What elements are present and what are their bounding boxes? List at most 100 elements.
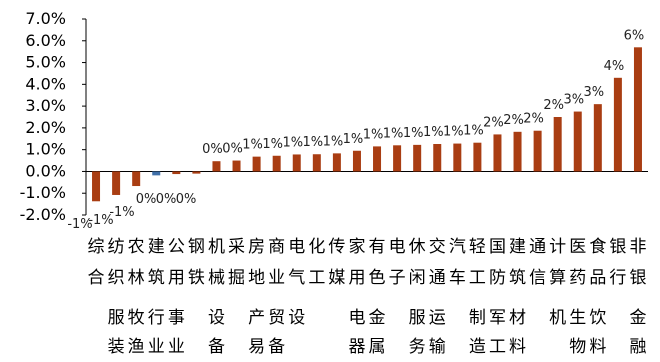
y-tick-label: 6.0% (25, 31, 66, 50)
x-tick-label: 备 (268, 337, 285, 357)
x-tick-label: 色 (369, 268, 386, 288)
x-tick-label: 掘 (228, 268, 245, 288)
data-label: 1% (343, 132, 364, 147)
x-tick-label: 军 (489, 308, 506, 328)
x-tick-label: 闲 (409, 268, 426, 288)
y-tick-label: -1.0% (20, 183, 66, 202)
y-axis: 7.0% 6.0% 5.0% 4.0% 3.0% 2.0% 1.0% 0.0% -1.0% -2.… (20, 9, 648, 224)
bar (613, 77, 622, 172)
x-tick-label: 气 (288, 268, 305, 288)
x-tick-label: 合 (88, 268, 105, 288)
x-tick-label: 用 (348, 268, 365, 288)
bar (252, 156, 261, 172)
bar (413, 144, 422, 172)
x-tick-label: 化 (308, 237, 325, 257)
x-tick-label: 筑 (148, 268, 165, 288)
x-tick-label: 业 (268, 268, 285, 288)
x-tick-label: 子 (389, 268, 406, 288)
x-tick-label: 通 (529, 237, 546, 257)
x-tick-label: 工 (308, 268, 325, 288)
x-tick-label: 农 (128, 237, 145, 257)
data-label: -1% (88, 213, 113, 228)
x-tick-label: 媒 (328, 268, 345, 288)
bar (212, 161, 221, 172)
bar (373, 146, 382, 172)
x-tick-label: 食 (589, 237, 606, 257)
data-label: 0% (222, 142, 243, 157)
data-label: -1% (109, 205, 134, 220)
x-tick-label: 易 (248, 337, 265, 357)
x-tick-label: 汽 (449, 237, 466, 257)
x-tick-label: 融 (629, 337, 646, 357)
data-label: 1% (463, 124, 484, 139)
bar (232, 160, 241, 172)
bar (533, 130, 542, 172)
x-tick-label: 铁 (188, 268, 205, 288)
x-tick-label: 银 (609, 237, 626, 257)
x-tick-label: 房 (248, 237, 265, 257)
bar (192, 171, 201, 174)
y-tick-label: 3.0% (25, 96, 66, 115)
x-tick-label: 非 (629, 237, 646, 257)
x-tick-label: 制 (469, 308, 486, 328)
x-tick-label: 服 (108, 308, 125, 328)
bar (312, 154, 321, 172)
data-label: 3% (584, 85, 605, 100)
y-tick-label: 1.0% (25, 140, 66, 159)
x-tick-label: 建 (148, 237, 165, 257)
x-tick-label: 传 (328, 237, 345, 257)
x-tick-label: 渔 (128, 337, 145, 357)
x-tick-label: 装 (108, 337, 125, 357)
x-tick-label: 物 (569, 337, 586, 357)
x-tick-label: 金 (369, 308, 386, 328)
data-label: 4% (604, 59, 625, 74)
x-tick-label: 通 (429, 268, 446, 288)
y-tick-label: 4.0% (25, 74, 66, 93)
bar (272, 155, 281, 172)
x-tick-label: 料 (509, 337, 526, 357)
x-tick-label: 业 (168, 337, 185, 357)
x-tick-label: 银 (629, 268, 646, 288)
data-label: 0% (136, 192, 157, 207)
x-tick-label: 械 (208, 268, 225, 288)
x-tick-label: 织 (108, 268, 125, 288)
data-label: -1% (67, 217, 92, 232)
data-label: 2% (483, 115, 504, 130)
bar (453, 143, 462, 172)
data-label: 1% (242, 138, 263, 153)
x-axis-labels: 综合纺织服装农林牧渔建筑行业公用事业钢铁机械设备采掘房地产易商业贸备电气设化工传… (88, 237, 647, 357)
x-tick-label: 信 (529, 268, 546, 288)
bar (513, 131, 522, 172)
x-tick-label: 建 (509, 237, 526, 257)
x-tick-label: 料 (589, 337, 606, 357)
data-label: 1% (303, 135, 324, 150)
bar (573, 111, 582, 172)
data-label: 3% (563, 93, 584, 108)
bar (493, 134, 502, 172)
data-label: 1% (363, 127, 384, 142)
x-tick-label: 公 (168, 237, 185, 257)
bar (593, 104, 602, 172)
x-tick-label: 属 (369, 337, 386, 357)
x-tick-label: 服 (409, 308, 426, 328)
x-tick-label: 车 (449, 268, 466, 288)
bar (132, 171, 141, 187)
x-tick-label: 有 (369, 237, 386, 257)
x-tick-label: 造 (469, 337, 486, 357)
y-tick-label: 5.0% (25, 53, 66, 72)
x-tick-label: 国 (489, 237, 506, 257)
x-tick-label: 医 (569, 237, 586, 257)
x-tick-label: 产 (248, 308, 265, 328)
y-tick-label: 7.0% (25, 9, 66, 28)
x-tick-label: 品 (589, 268, 606, 288)
data-label: 2% (503, 113, 524, 128)
bar (172, 171, 181, 175)
x-tick-label: 饮 (589, 308, 606, 328)
data-label: 1% (403, 126, 424, 141)
x-tick-label: 休 (409, 237, 426, 257)
data-label: 0% (202, 142, 223, 157)
x-tick-label: 药 (569, 268, 586, 288)
x-tick-label: 轻 (469, 237, 486, 257)
bar (152, 171, 161, 176)
x-tick-label: 器 (348, 337, 365, 357)
